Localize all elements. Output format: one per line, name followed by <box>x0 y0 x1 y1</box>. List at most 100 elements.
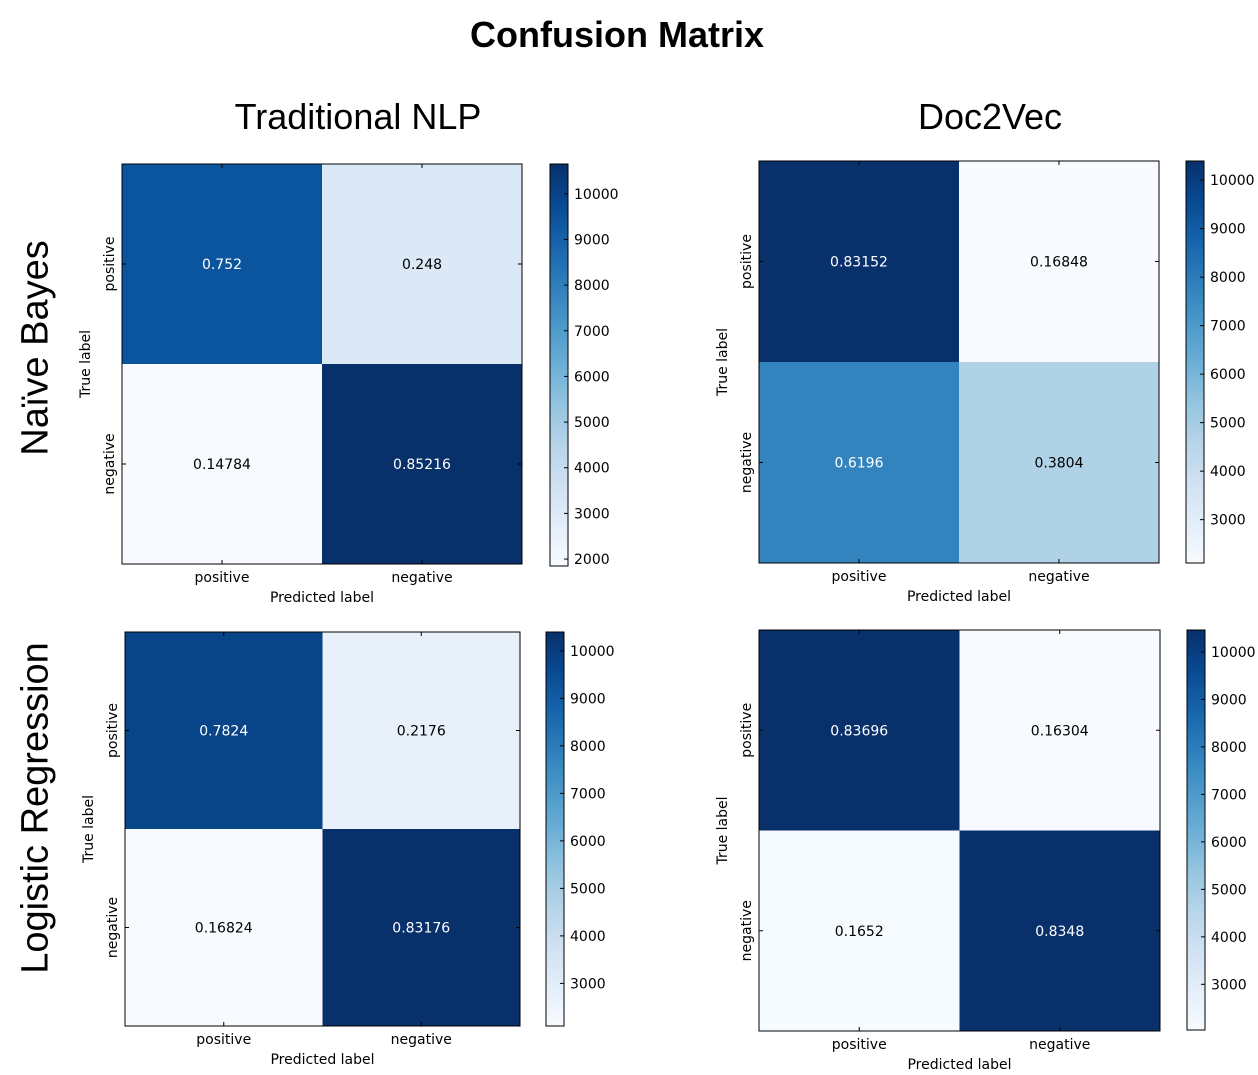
colorbar-tick-label: 4000 <box>1211 930 1247 946</box>
matrix-cell-negative-negative <box>322 829 520 1026</box>
cell-value-label: 0.85216 <box>393 457 451 473</box>
cell-value-label: 0.14784 <box>193 457 251 473</box>
y-tick-label: positive <box>739 234 755 289</box>
y-tick-label: negative <box>739 432 755 493</box>
x-tick-label: negative <box>1028 569 1089 585</box>
colorbar-tick-label: 9000 <box>574 232 610 248</box>
y-axis-label: True label <box>78 330 94 399</box>
confusion-matrix-panel-0: 0.752 0.248 0.14784 0.85216 positive positive… <box>78 163 619 606</box>
colorbar-tick-label: 4000 <box>574 461 610 477</box>
cell-value-label: 0.16304 <box>1031 723 1089 739</box>
cell-value-label: 0.1652 <box>835 924 884 940</box>
colorbar-tick-label: 10000 <box>1211 645 1256 661</box>
y-tick-label: positive <box>102 237 118 292</box>
x-tick-label: negative <box>391 1032 452 1048</box>
x-tick-label: positive <box>195 570 250 586</box>
x-tick-label: negative <box>1029 1037 1090 1053</box>
plot-frame <box>124 631 521 1027</box>
y-tick-label: negative <box>102 433 118 494</box>
colorbar-tick-label: 4000 <box>1210 464 1246 480</box>
plot-frame <box>121 163 523 565</box>
x-axis-label: Predicted label <box>907 589 1011 605</box>
colorbar-tick-label: 10000 <box>1210 173 1255 189</box>
x-axis-label: Predicted label <box>907 1057 1011 1073</box>
confusion-matrix-panel-2: 0.7824 0.2176 0.16824 0.83176 positive positi… <box>81 631 615 1068</box>
matrix-cell-negative-positive <box>125 829 323 1026</box>
cell-value-label: 0.752 <box>202 257 242 273</box>
colorbar-tick-label: 8000 <box>570 739 606 755</box>
y-axis-label: True label <box>81 795 97 864</box>
colorbar <box>1185 160 1205 564</box>
confusion-matrix-panel-3: 0.83696 0.16304 0.1652 0.8348 positive positi… <box>715 629 1256 1073</box>
matrix-cell-negative-negative <box>959 362 1159 563</box>
cell-value-label: 0.83152 <box>830 255 888 271</box>
colorbar-tick-label: 3000 <box>1210 513 1246 529</box>
main-title: Confusion Matrix <box>470 14 764 55</box>
y-tick-label: negative <box>739 900 755 961</box>
colorbar-tick-label: 5000 <box>1210 416 1246 432</box>
cell-value-label: 0.83176 <box>392 921 450 937</box>
colorbar-tick-label: 2000 <box>574 552 610 568</box>
column-title-doc2vec: Doc2Vec <box>917 96 1063 137</box>
matrix-cell-positive-negative <box>322 164 522 364</box>
colorbar-tick-label: 7000 <box>1211 787 1247 803</box>
colorbar <box>549 163 569 567</box>
colorbar-tick-label: 8000 <box>574 278 610 294</box>
cell-value-label: 0.2176 <box>397 724 446 740</box>
x-tick-label: positive <box>196 1032 251 1048</box>
colorbar-tick-label: 10000 <box>574 187 619 203</box>
colorbar-tick-label: 9000 <box>1210 222 1246 238</box>
colorbar-tick-label: 6000 <box>1210 367 1246 383</box>
colorbar-tick-label: 10000 <box>570 644 615 660</box>
colorbar-tick-label: 9000 <box>1211 692 1247 708</box>
matrix-cell-positive-positive <box>759 161 959 362</box>
matrix-cell-positive-positive <box>125 632 323 829</box>
x-tick-label: positive <box>832 1037 887 1053</box>
matrix-cell-positive-negative <box>959 630 1160 831</box>
colorbar-tick-label: 8000 <box>1210 270 1246 286</box>
matrix-cell-positive-negative <box>322 632 520 829</box>
y-tick-label: positive <box>739 703 755 758</box>
cell-value-label: 0.6196 <box>835 456 884 472</box>
cell-value-label: 0.8348 <box>1035 924 1084 940</box>
cell-value-label: 0.7824 <box>199 724 248 740</box>
colorbar-tick-label: 9000 <box>570 691 606 707</box>
matrix-cell-negative-positive <box>759 362 959 563</box>
x-axis-label: Predicted label <box>270 1052 374 1068</box>
colorbar-tick-label: 7000 <box>570 786 606 802</box>
colorbar-tick-label: 3000 <box>574 506 610 522</box>
confusion-matrix-panel-1: 0.83152 0.16848 0.6196 0.3804 positive positi… <box>715 160 1255 605</box>
matrix-cell-positive-positive <box>122 164 322 364</box>
matrix-cell-positive-negative <box>959 161 1159 362</box>
cell-value-label: 0.16824 <box>195 921 253 937</box>
plot-frame <box>758 629 1161 1032</box>
colorbar <box>545 631 565 1027</box>
x-tick-label: negative <box>391 570 452 586</box>
colorbar-tick-label: 5000 <box>574 415 610 431</box>
x-axis-label: Predicted label <box>270 590 374 606</box>
matrix-cell-negative-positive <box>759 830 960 1031</box>
colorbar-tick-label: 3000 <box>570 976 606 992</box>
colorbar-tick-label: 6000 <box>570 834 606 850</box>
y-tick-label: negative <box>105 897 121 958</box>
matrix-cell-negative-negative <box>959 830 1160 1031</box>
colorbar <box>1186 629 1206 1031</box>
colorbar-tick-label: 6000 <box>1211 835 1247 851</box>
y-axis-label: True label <box>715 796 731 865</box>
matrix-cell-positive-positive <box>759 630 960 831</box>
column-title-traditional-nlp: Traditional NLP <box>234 96 482 137</box>
colorbar-tick-label: 8000 <box>1211 740 1247 756</box>
matrix-cell-negative-negative <box>322 364 522 564</box>
colorbar-tick-label: 3000 <box>1211 977 1247 993</box>
cell-value-label: 0.16848 <box>1030 255 1088 271</box>
colorbar-tick-label: 5000 <box>1211 882 1247 898</box>
cell-value-label: 0.83696 <box>830 723 888 739</box>
y-tick-label: positive <box>105 703 121 758</box>
cell-value-label: 0.3804 <box>1035 456 1084 472</box>
y-axis-label: True label <box>715 328 731 397</box>
colorbar-tick-label: 4000 <box>570 929 606 945</box>
x-tick-label: positive <box>832 569 887 585</box>
plot-frame <box>758 160 1160 564</box>
cell-value-label: 0.248 <box>402 257 442 273</box>
